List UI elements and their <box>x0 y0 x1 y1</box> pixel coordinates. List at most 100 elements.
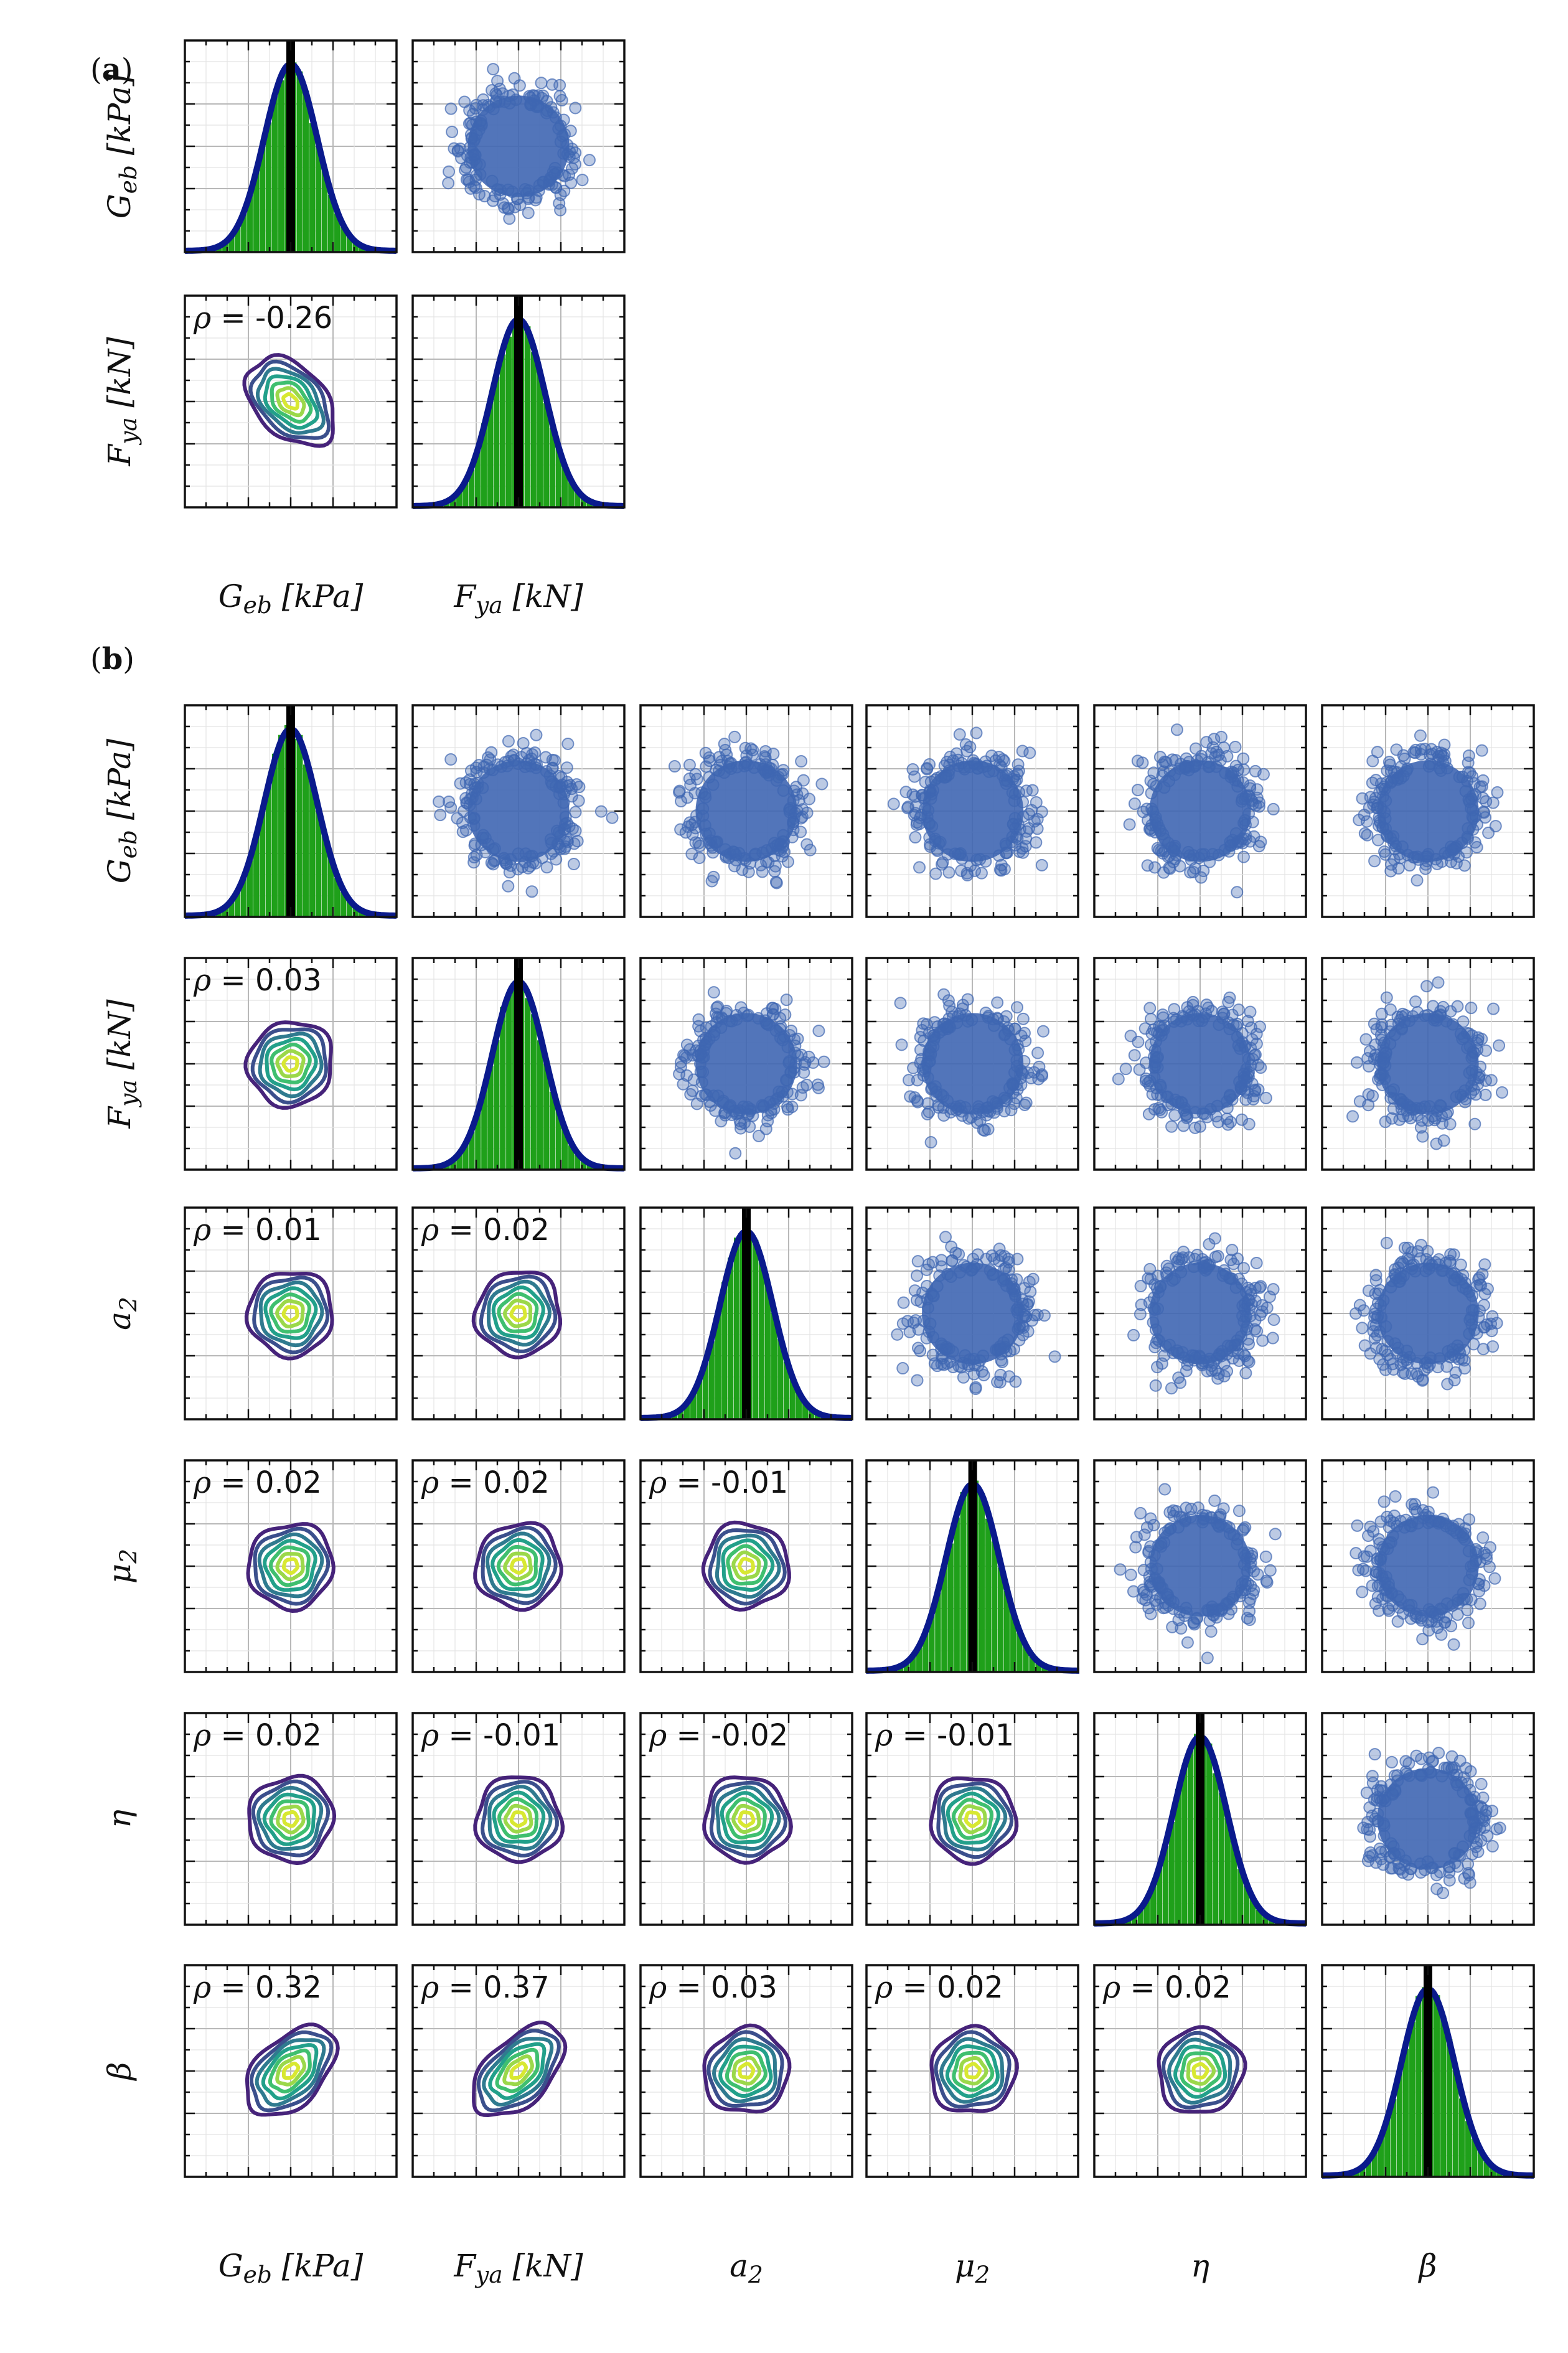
scatter <box>442 63 596 225</box>
scatter-point <box>787 794 800 807</box>
scatter-point <box>718 766 731 779</box>
scatter-point <box>1174 1376 1187 1389</box>
hist-bar <box>316 807 322 917</box>
scatter-point <box>1002 1333 1015 1346</box>
scatter-point <box>1447 1638 1460 1651</box>
scatter-point <box>1447 1018 1460 1031</box>
scatter-point <box>728 730 741 743</box>
correlation-label: ρ = 0.32 <box>193 1970 322 2005</box>
scatter-point <box>463 104 476 117</box>
panel-r0-c4 <box>1093 704 1307 918</box>
scatter-point <box>464 811 477 824</box>
scatter-point <box>909 790 922 803</box>
scatter-point <box>1181 1636 1194 1649</box>
scatter-point <box>929 867 942 880</box>
scatter-point <box>1491 786 1504 799</box>
hist-bar <box>530 352 537 507</box>
panel-r2-c2 <box>639 1206 854 1421</box>
scatter-core <box>922 760 1024 862</box>
scatter-point <box>1239 792 1252 805</box>
scatter-point <box>729 1147 742 1160</box>
panel-r0-c2 <box>639 704 853 918</box>
ticks <box>641 705 852 917</box>
panel-r3-c3 <box>865 1459 1081 1674</box>
scatter-point <box>1173 762 1186 775</box>
scatter-point <box>1147 766 1160 779</box>
scatter-point <box>1425 1861 1438 1874</box>
scatter-point <box>1440 1519 1453 1533</box>
scatter-point <box>1356 1322 1369 1335</box>
scatter-point <box>970 726 983 740</box>
scatter-point <box>996 769 1009 782</box>
scatter-point <box>913 817 926 830</box>
scatter-point <box>795 755 808 768</box>
hist-bar <box>1403 2049 1409 2177</box>
scatter-point <box>912 1341 925 1355</box>
scatter-point <box>1432 1253 1445 1266</box>
scatter-point <box>707 986 720 999</box>
hist-bar <box>260 143 266 252</box>
scatter-point <box>998 1028 1011 1041</box>
scatter-point <box>1405 1862 1418 1876</box>
hist-bar <box>216 247 222 252</box>
scatter-point <box>1201 1651 1214 1665</box>
scatter-point <box>1244 1552 1257 1565</box>
panel-r3-c5 <box>1321 1459 1535 1673</box>
x-axis-title: Geb [kPa] <box>218 578 364 619</box>
scatter-point <box>754 758 767 771</box>
scatter-point <box>688 787 702 800</box>
scatter-point <box>1389 1785 1402 1798</box>
scatter-point <box>817 1055 830 1068</box>
scatter-point <box>1000 1279 1013 1292</box>
scatter-point <box>1451 1270 1464 1284</box>
hist-bar <box>228 236 235 252</box>
scatter-point <box>1240 1074 1253 1087</box>
scatter-point <box>924 1317 937 1330</box>
ticks <box>413 40 624 252</box>
scatter-point <box>1457 1015 1470 1028</box>
scatter-point <box>1384 1091 1397 1104</box>
scatter-point <box>763 1018 776 1031</box>
scatter-point <box>1445 1763 1458 1776</box>
scatter-point <box>1195 1356 1208 1369</box>
scatter-point <box>1145 787 1158 800</box>
scatter-point <box>1223 1090 1236 1103</box>
scatter-point <box>1239 1578 1252 1591</box>
scatter-point <box>1454 1258 1467 1271</box>
scatter-point <box>484 753 497 766</box>
scatter-point <box>913 861 926 874</box>
scatter-point <box>1017 1321 1030 1334</box>
hist-bar <box>475 447 481 507</box>
scatter-point <box>546 78 559 91</box>
scatter-point <box>1467 1815 1480 1828</box>
hist-bar <box>253 172 260 252</box>
scatter-point <box>1359 1033 1373 1046</box>
hist-bar <box>494 1040 500 1170</box>
scatter-point <box>1143 1002 1157 1015</box>
scatter-point <box>1231 886 1244 899</box>
scatter-point <box>1012 758 1025 771</box>
kde-contours <box>929 1776 1019 1866</box>
scatter-point <box>1026 1272 1040 1285</box>
scatter-point <box>794 825 807 838</box>
scatter-point <box>1467 823 1480 836</box>
correlation-label: ρ = 0.03 <box>193 963 322 998</box>
scatter-point <box>1366 754 1379 768</box>
panel-r4-c0: ρ = 0.02 η <box>101 1712 398 1926</box>
scatter-point <box>1480 795 1493 808</box>
scatter-point <box>907 1316 920 1329</box>
scatter-point <box>482 751 495 764</box>
panel-r3-c1: ρ = 0.02 <box>411 1459 626 1673</box>
scatter-point <box>1361 1854 1374 1867</box>
scatter-point <box>1475 1834 1488 1848</box>
scatter-point <box>668 760 681 773</box>
hist-bar <box>278 735 284 917</box>
scatter-point <box>695 1089 708 1102</box>
scatter-point <box>1189 759 1202 772</box>
hist-bar <box>469 469 475 507</box>
hist-bar <box>561 467 568 507</box>
scatter-point <box>1148 1071 1161 1084</box>
scatter-point <box>927 1033 941 1046</box>
scatter-point <box>1452 1353 1465 1366</box>
scatter-point <box>1452 1518 1465 1531</box>
